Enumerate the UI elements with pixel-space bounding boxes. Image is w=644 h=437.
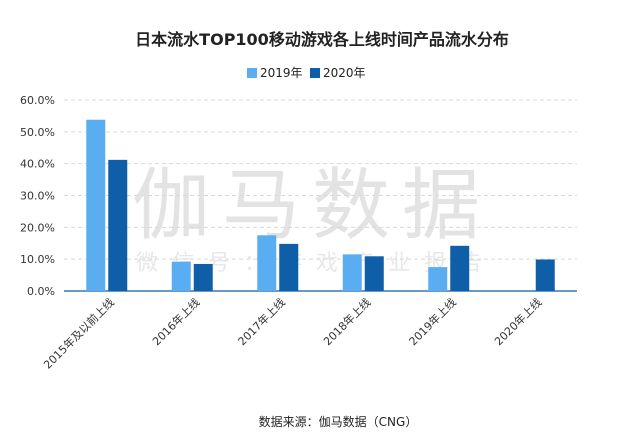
x-axis: 2015年及以前上线 2016年上线 2017年上线 2018年上线 2019年上线 20… xyxy=(41,295,545,371)
x-tick-label: 2016年上线 xyxy=(149,295,202,348)
bar-3-1 xyxy=(364,256,384,291)
bar-4-0 xyxy=(428,267,448,291)
gridlines xyxy=(64,99,577,260)
chart-title: 日本流水TOP100移动游戏各上线时间产品流水分布 xyxy=(135,30,509,49)
bar-0-0 xyxy=(86,119,106,291)
bars xyxy=(86,119,555,291)
y-tick-label: 0.0% xyxy=(27,285,55,298)
bar-1-1 xyxy=(193,263,213,291)
x-tick-label: 2018年上线 xyxy=(320,295,373,348)
watermark-sub: 微信号：游戏产业报告 xyxy=(136,251,496,276)
x-tick-label: 2020年上线 xyxy=(491,295,544,348)
x-tick-label: 2019年上线 xyxy=(406,295,459,348)
y-axis: 0.0% 10.0% 20.0% 30.0% 40.0% 50.0% 60.0% xyxy=(20,94,577,298)
data-source: 数据来源：伽马数据（CNG） xyxy=(259,414,418,429)
watermark-main: 伽马数据 xyxy=(132,161,492,251)
x-tick-label: 2015年及以前上线 xyxy=(41,295,117,371)
bar-5-1 xyxy=(535,259,555,291)
bar-4-1 xyxy=(450,245,470,291)
bar-3-0 xyxy=(342,254,362,291)
y-tick-label: 40.0% xyxy=(20,158,55,171)
y-tick-label: 30.0% xyxy=(20,190,55,203)
y-tick-label: 60.0% xyxy=(20,94,55,107)
y-tick-label: 20.0% xyxy=(20,221,55,234)
bar-2-0 xyxy=(257,235,277,291)
legend-label-1: 2020年 xyxy=(323,66,366,80)
x-tick-label: 2017年上线 xyxy=(235,295,288,348)
bar-2-1 xyxy=(279,243,299,291)
legend-swatch-0 xyxy=(247,68,257,78)
bar-0-1 xyxy=(108,159,128,291)
legend-swatch-1 xyxy=(310,68,320,78)
legend-label-0: 2019年 xyxy=(260,66,303,80)
legend: 2019年 2020年 xyxy=(247,66,366,80)
y-tick-label: 50.0% xyxy=(20,126,55,139)
bar-1-0 xyxy=(171,261,191,291)
y-tick-label: 10.0% xyxy=(20,253,55,266)
